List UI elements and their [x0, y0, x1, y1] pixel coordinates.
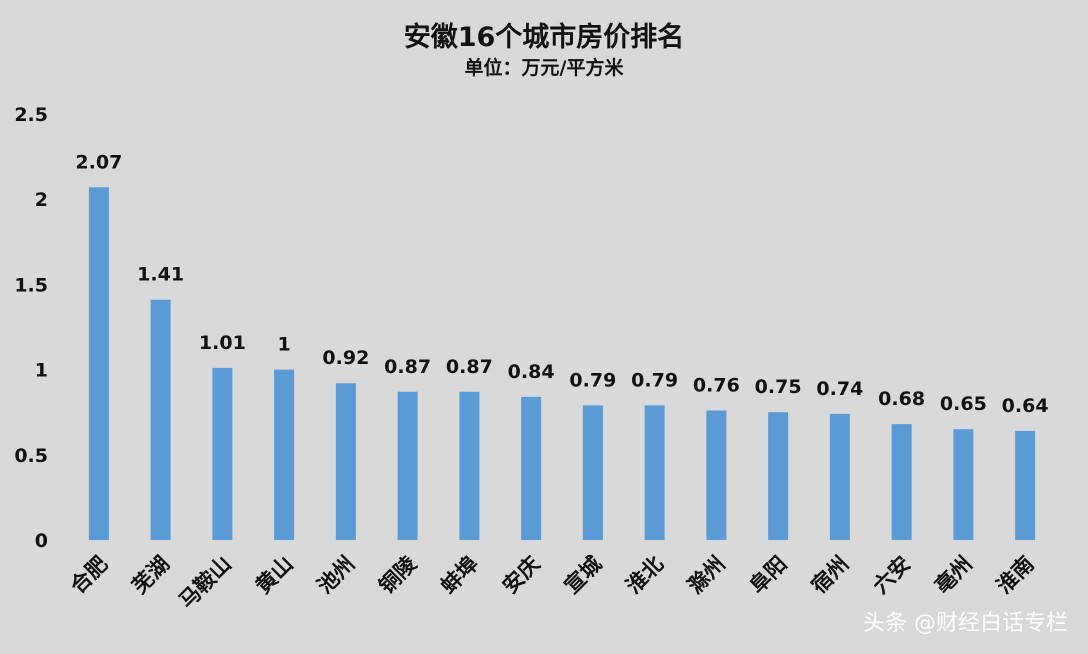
x-tick-label: 马鞍山 [174, 552, 236, 614]
data-label: 1.01 [199, 332, 246, 354]
y-tick-label: 2.5 [14, 104, 48, 126]
data-label: 0.64 [1002, 395, 1049, 417]
x-tick-label: 铜陵 [374, 551, 421, 598]
data-label: 1 [278, 334, 291, 356]
data-label: 0.87 [384, 356, 431, 378]
bar [953, 429, 974, 540]
bar [397, 391, 418, 540]
bar [335, 383, 356, 540]
x-tick-label: 淮南 [992, 552, 1039, 599]
x-tick-label: 合肥 [66, 552, 113, 599]
data-label: 0.65 [940, 393, 987, 415]
bar [521, 396, 542, 540]
data-label: 0.75 [755, 376, 802, 398]
y-tick-label: 2 [35, 189, 48, 211]
y-tick-label: 0.5 [14, 445, 48, 467]
bars-group [88, 187, 1036, 540]
x-tick-label: 宣城 [560, 552, 607, 599]
y-tick-label: 0 [35, 530, 48, 552]
x-axis: 合肥 芜湖 马鞍山 黄山 池州 铜陵 蚌埠 安庆 宣城 淮北 滁州 阜阳 宿州 六安 亳州 淮南 [66, 551, 1039, 613]
bar [582, 405, 603, 540]
data-label: 0.92 [322, 347, 369, 369]
data-label: 0.79 [631, 369, 678, 391]
bar [706, 410, 727, 540]
bar [768, 412, 789, 540]
bar [88, 187, 109, 540]
y-axis: 0 0.5 1 1.5 2 2.5 [14, 104, 48, 552]
data-label: 1.41 [137, 264, 184, 286]
x-tick-label: 阜阳 [745, 552, 792, 599]
watermark: 头条 @财经白话专栏 [863, 611, 1068, 636]
data-labels: 2.07 1.41 1.01 1 0.92 0.87 0.87 0.84 0.79 0.79 0.7… [75, 151, 1048, 417]
bar [891, 424, 912, 540]
data-label: 0.76 [693, 374, 740, 396]
x-tick-label: 滁州 [683, 552, 730, 599]
y-tick-label: 1.5 [14, 274, 48, 296]
data-label: 0.87 [446, 356, 493, 378]
x-tick-label: 黄山 [251, 552, 298, 599]
data-label: 0.84 [508, 361, 555, 383]
x-tick-label: 芜湖 [127, 552, 174, 599]
data-label: 0.68 [878, 388, 925, 410]
x-tick-label: 池州 [313, 552, 360, 599]
bar [212, 367, 233, 540]
x-tick-label: 安庆 [498, 552, 545, 599]
chart-title: 安徽16个城市房价排名 [404, 21, 685, 53]
x-tick-label: 宿州 [807, 552, 854, 599]
bar [150, 299, 171, 540]
data-label: 0.79 [569, 369, 616, 391]
x-tick-label: 亳州 [930, 552, 977, 599]
bar [459, 391, 480, 540]
bar [274, 369, 295, 540]
bar [644, 405, 665, 540]
bar [1015, 430, 1036, 540]
y-tick-label: 1 [35, 360, 48, 382]
chart-subtitle: 单位：万元/平方米 [465, 56, 625, 79]
data-label: 0.74 [816, 378, 863, 400]
x-tick-label: 淮北 [621, 552, 668, 599]
data-label: 2.07 [75, 151, 122, 173]
x-tick-label: 六安 [868, 552, 915, 599]
x-tick-label: 蚌埠 [436, 552, 483, 599]
bar [829, 413, 850, 540]
